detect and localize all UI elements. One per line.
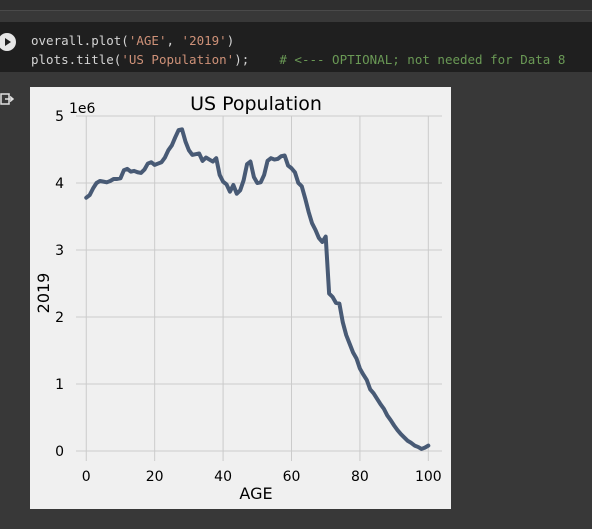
y-tick-label: 0 bbox=[55, 444, 64, 460]
code-token: overall.plot( bbox=[31, 33, 129, 48]
y-tick-label: 3 bbox=[55, 243, 64, 259]
x-tick-label: 40 bbox=[214, 469, 232, 485]
y-tick-labels: 0 1 2 3 4 5 bbox=[55, 109, 64, 460]
comment-token: # <--- OPTIONAL; not needed for Data 8 bbox=[279, 52, 566, 67]
y-tick-label: 2 bbox=[55, 310, 64, 326]
x-tick-label: 60 bbox=[283, 469, 301, 485]
y-tick-label: 4 bbox=[55, 176, 64, 192]
code-token: plots.title( bbox=[31, 52, 122, 67]
x-tick-label: 20 bbox=[146, 469, 164, 485]
code-cell[interactable]: overall.plot('AGE', '2019') plots.title(… bbox=[0, 22, 592, 72]
top-toolbar-strip bbox=[0, 0, 592, 11]
y-offset-label: 1e6 bbox=[69, 101, 96, 117]
chart-title: US Population bbox=[190, 93, 322, 115]
series-line bbox=[84, 127, 431, 451]
x-tick-label: 0 bbox=[82, 469, 91, 485]
code-token: ); bbox=[234, 52, 250, 67]
code-editor[interactable]: overall.plot('AGE', '2019') plots.title(… bbox=[31, 31, 565, 69]
y-tick-label: 1 bbox=[55, 377, 64, 393]
plot-output: 0 20 40 60 80 100 0 1 2 3 4 5 US Population 1e6 AG… bbox=[30, 87, 451, 509]
string-token: 'US Population' bbox=[121, 52, 235, 67]
x-tick-label: 80 bbox=[351, 469, 369, 485]
string-token: 'AGE' bbox=[128, 33, 167, 48]
code-token: ) bbox=[226, 33, 235, 48]
line-chart: 0 20 40 60 80 100 0 1 2 3 4 5 US Population 1e6 AG… bbox=[34, 93, 442, 503]
y-tick-label: 5 bbox=[55, 109, 64, 125]
code-line-2: plots.title('US Population'); # <--- OPT… bbox=[31, 52, 565, 67]
y-axis-label: 2019 bbox=[34, 273, 53, 314]
grid-lines bbox=[76, 115, 442, 461]
play-circle-icon[interactable] bbox=[0, 33, 16, 51]
x-axis-label: AGE bbox=[239, 484, 272, 503]
code-line-1: overall.plot('AGE', '2019') bbox=[31, 33, 234, 48]
x-tick-label: 100 bbox=[415, 469, 442, 485]
output-arrow-icon[interactable] bbox=[0, 92, 14, 106]
code-token: , bbox=[166, 33, 182, 48]
string-token: '2019' bbox=[181, 33, 227, 48]
x-tick-labels: 0 20 40 60 80 100 bbox=[82, 469, 442, 485]
